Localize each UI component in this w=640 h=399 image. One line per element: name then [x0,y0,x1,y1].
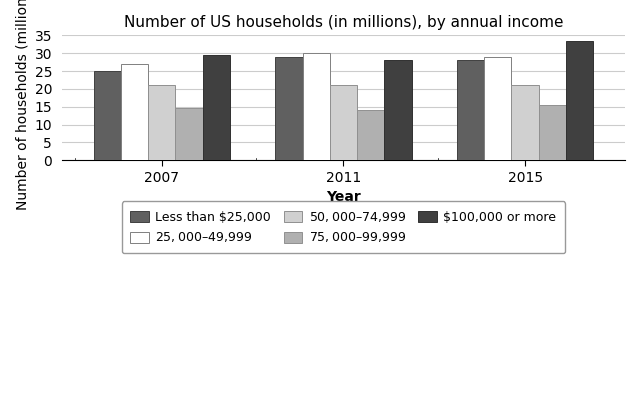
Title: Number of US households (in millions), by annual income: Number of US households (in millions), b… [124,15,563,30]
Bar [539,105,566,160]
Bar [357,110,385,160]
Bar [385,60,412,160]
Bar [484,57,511,160]
X-axis label: Year: Year [326,190,361,204]
Bar [121,64,148,160]
Bar [93,71,121,160]
Bar [175,109,203,160]
Y-axis label: Number of households (millions): Number of households (millions) [15,0,29,210]
Bar [148,85,175,160]
Bar [275,57,303,160]
Bar [303,53,330,160]
Bar [511,85,539,160]
Bar [566,41,593,160]
Bar [203,55,230,160]
Bar [330,85,357,160]
Bar [457,60,484,160]
Legend: Less than $25,000, $25,000–$49,999, $50,000–$74,999, $75,000–$99,999, $100,000 o: Less than $25,000, $25,000–$49,999, $50,… [122,201,565,253]
